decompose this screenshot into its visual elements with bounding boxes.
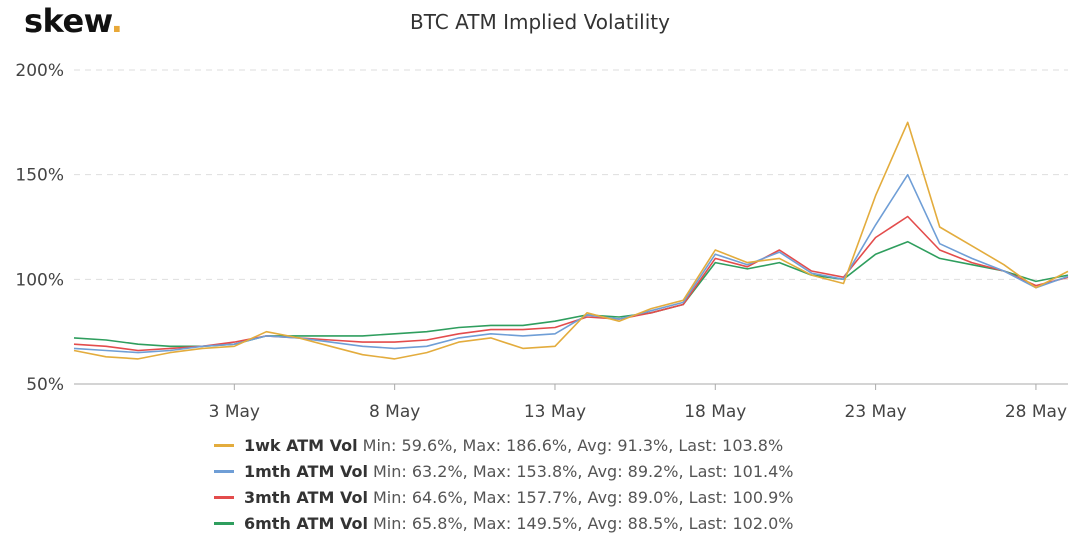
chart-title: BTC ATM Implied Volatility <box>410 10 670 34</box>
legend-series-stats: Min: 59.6%, Max: 186.6%, Avg: 91.3%, Las… <box>362 435 784 455</box>
legend-item[interactable]: 3mth ATM Vol Min: 64.6%, Max: 157.7%, Avg… <box>214 484 793 510</box>
logo-text: skew <box>24 2 111 40</box>
skew-logo: skew. <box>24 2 123 40</box>
logo-dot: . <box>110 2 123 40</box>
legend-item[interactable]: 6mth ATM Vol Min: 65.8%, Max: 149.5%, Avg… <box>214 510 793 536</box>
y-axis: 50% 100% 150% 200% <box>15 61 64 395</box>
legend-swatch <box>214 521 234 525</box>
legend-series-name: 6mth ATM Vol <box>244 513 368 533</box>
legend-series-name: 3mth ATM Vol <box>244 487 368 507</box>
legend-swatch <box>214 495 234 499</box>
x-tick-label: 13 May <box>524 402 586 422</box>
x-tick-label: 18 May <box>684 402 746 422</box>
y-tick-label: 150% <box>15 166 64 186</box>
y-tick-label: 50% <box>26 375 64 395</box>
legend-swatch <box>214 469 234 473</box>
x-tick-label: 8 May <box>369 402 420 422</box>
series-line-3 <box>73 215 1069 352</box>
chart-canvas: 50% 100% 150% 200% 3 May 8 May 13 May 18 May 23… <box>15 61 1069 422</box>
y-tick-label: 100% <box>15 270 64 290</box>
legend-series-stats: Min: 63.2%, Max: 153.8%, Avg: 89.2%, Las… <box>372 461 794 481</box>
x-tick-label: 28 May <box>1005 402 1067 422</box>
legend-series-name: 1mth ATM Vol <box>244 461 368 481</box>
y-tick-label: 200% <box>15 61 64 81</box>
legend-series-stats: Min: 65.8%, Max: 149.5%, Avg: 88.5%, Las… <box>372 513 794 533</box>
x-tick-label: 23 May <box>845 402 907 422</box>
x-axis: 3 May 8 May 13 May 18 May 23 May 28 May <box>74 383 1068 422</box>
series-lines <box>73 121 1069 360</box>
series-line-2 <box>73 173 1069 354</box>
legend-item[interactable]: 1mth ATM Vol Min: 63.2%, Max: 153.8%, Avg… <box>214 458 793 484</box>
legend-series-stats: Min: 64.6%, Max: 157.7%, Avg: 89.0%, Las… <box>372 487 794 507</box>
legend-item[interactable]: 1wk ATM Vol Min: 59.6%, Max: 186.6%, Avg:… <box>214 432 793 458</box>
x-tick-label: 3 May <box>209 402 260 422</box>
legend-swatch <box>214 443 234 447</box>
grid <box>74 69 1068 280</box>
legend-series-name: 1wk ATM Vol <box>244 435 358 455</box>
legend: 1wk ATM Vol Min: 59.6%, Max: 186.6%, Avg:… <box>214 432 793 536</box>
series-line-1 <box>73 121 1069 360</box>
